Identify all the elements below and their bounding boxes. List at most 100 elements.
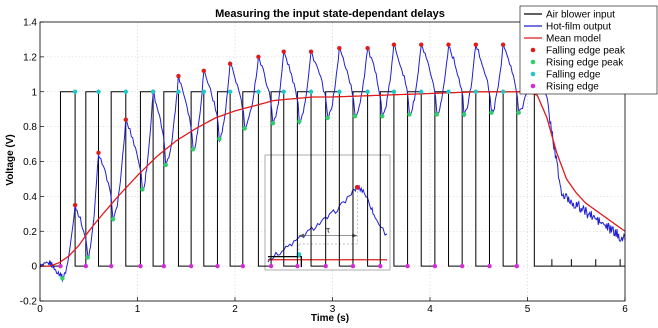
falling-edge-marker bbox=[176, 90, 180, 94]
falling-edge-peak-marker bbox=[446, 42, 450, 46]
legend-entry: Air blower input bbox=[546, 10, 615, 21]
rising-edge-marker bbox=[162, 264, 166, 268]
falling-edge-peak-marker bbox=[392, 42, 396, 46]
falling-edge-peak-marker bbox=[309, 49, 313, 53]
legend-swatch bbox=[531, 60, 536, 65]
y-tick-label: 1 bbox=[31, 87, 37, 98]
rising-edge-peak-marker bbox=[217, 137, 221, 141]
rising-edge-marker bbox=[269, 264, 273, 268]
rising-edge-marker bbox=[58, 264, 62, 268]
rising-edge-marker bbox=[323, 264, 327, 268]
falling-edge-marker bbox=[392, 90, 396, 94]
falling-edge-marker bbox=[282, 90, 286, 94]
rising-edge-marker bbox=[405, 264, 409, 268]
rising-edge-marker bbox=[487, 264, 491, 268]
rising-edge-peak-marker bbox=[86, 255, 90, 259]
falling-edge-peak-marker bbox=[501, 42, 505, 46]
rising-edge-marker bbox=[241, 264, 245, 268]
rising-edge-peak-marker bbox=[407, 112, 411, 116]
x-tick-label: 5 bbox=[525, 304, 531, 315]
rising-edge-peak-marker bbox=[297, 119, 301, 123]
rising-edge-peak-marker bbox=[517, 110, 521, 114]
falling-edge-marker bbox=[124, 90, 128, 94]
falling-edge-marker bbox=[202, 90, 206, 94]
falling-edge-marker bbox=[419, 90, 423, 94]
rising-edge-marker bbox=[460, 264, 464, 268]
falling-edge-marker bbox=[474, 90, 478, 94]
falling-edge-marker bbox=[96, 90, 100, 94]
y-tick-label: -0.2 bbox=[20, 297, 38, 308]
legend-entry: Falling edge peak bbox=[546, 46, 626, 57]
legend-entry: Hot-film output bbox=[546, 22, 611, 33]
falling-edge-peak-marker bbox=[365, 46, 369, 50]
legend-entry: Rising edge bbox=[546, 82, 599, 93]
rising-edge-marker bbox=[138, 264, 142, 268]
rising-edge-marker bbox=[515, 264, 519, 268]
rising-edge-peak-marker bbox=[243, 126, 247, 130]
rising-edge-peak-marker bbox=[435, 112, 439, 116]
falling-edge-peak-marker bbox=[73, 203, 77, 207]
falling-edge-marker bbox=[309, 90, 313, 94]
y-tick-label: 0 bbox=[31, 262, 37, 273]
rising-edge-peak-marker bbox=[353, 114, 357, 118]
rising-edge-peak-marker bbox=[111, 217, 115, 221]
rising-edge-peak-marker bbox=[380, 114, 384, 118]
rising-edge-marker bbox=[295, 264, 299, 268]
falling-edge-marker bbox=[501, 90, 505, 94]
falling-edge-marker bbox=[73, 90, 77, 94]
falling-edge-peak-marker bbox=[256, 55, 260, 59]
legend-swatch bbox=[531, 48, 536, 53]
rising-edge-peak-marker bbox=[271, 121, 275, 125]
rising-edge-peak-marker bbox=[140, 187, 144, 191]
rising-edge-peak-marker bbox=[325, 116, 329, 120]
falling-edge-peak-marker bbox=[228, 62, 232, 66]
falling-edge-peak-marker bbox=[474, 42, 478, 46]
x-tick-label: 6 bbox=[622, 304, 628, 315]
x-tick-label: 4 bbox=[427, 304, 433, 315]
falling-edge-peak-marker bbox=[337, 46, 341, 50]
falling-edge-peak-marker bbox=[124, 117, 128, 121]
y-tick-label: 0.2 bbox=[23, 227, 37, 238]
chart-title: Measuring the input state-dependant dela… bbox=[215, 8, 445, 20]
falling-edge-peak-marker bbox=[202, 69, 206, 73]
falling-edge-marker bbox=[337, 90, 341, 94]
falling-edge-marker bbox=[365, 90, 369, 94]
falling-edge-marker bbox=[228, 90, 232, 94]
y-tick-label: 1.4 bbox=[23, 18, 37, 29]
legend-swatch bbox=[531, 84, 536, 89]
rising-edge-marker bbox=[433, 264, 437, 268]
rising-edge-peak-marker bbox=[462, 112, 466, 116]
inset-marker bbox=[355, 185, 360, 190]
rising-edge-marker bbox=[215, 264, 219, 268]
legend-entry: Falling edge bbox=[546, 70, 601, 81]
x-tick-label: 1 bbox=[135, 304, 141, 315]
y-tick-label: 0.8 bbox=[23, 122, 37, 133]
rising-edge-marker bbox=[378, 264, 382, 268]
rising-edge-marker bbox=[109, 264, 113, 268]
rising-edge-marker bbox=[351, 264, 355, 268]
y-tick-label: 0.6 bbox=[23, 157, 37, 168]
rising-edge-marker bbox=[189, 264, 193, 268]
legend-entry: Mean model bbox=[546, 34, 601, 45]
falling-edge-peak-marker bbox=[419, 42, 423, 46]
rising-edge-peak-marker bbox=[60, 276, 64, 280]
falling-edge-marker bbox=[256, 90, 260, 94]
y-axis-label: Voltage (V) bbox=[5, 134, 16, 185]
falling-edge-peak-marker bbox=[282, 49, 286, 53]
legend-entry: Rising edge peak bbox=[546, 58, 624, 69]
x-axis-label: Time (s) bbox=[311, 313, 349, 324]
y-tick-label: 1.2 bbox=[23, 52, 37, 63]
inset-annotation-tau: τ bbox=[326, 226, 331, 235]
x-tick-label: 0 bbox=[37, 304, 43, 315]
rising-edge-peak-marker bbox=[191, 147, 195, 151]
falling-edge-peak-marker bbox=[176, 74, 180, 78]
rising-edge-marker bbox=[84, 264, 88, 268]
falling-edge-marker bbox=[446, 90, 450, 94]
rising-edge-peak-marker bbox=[489, 110, 493, 114]
y-tick-label: 0.4 bbox=[23, 192, 37, 203]
rising-edge-peak-marker bbox=[164, 163, 168, 167]
falling-edge-marker bbox=[151, 90, 155, 94]
falling-edge-peak-marker bbox=[96, 151, 100, 155]
